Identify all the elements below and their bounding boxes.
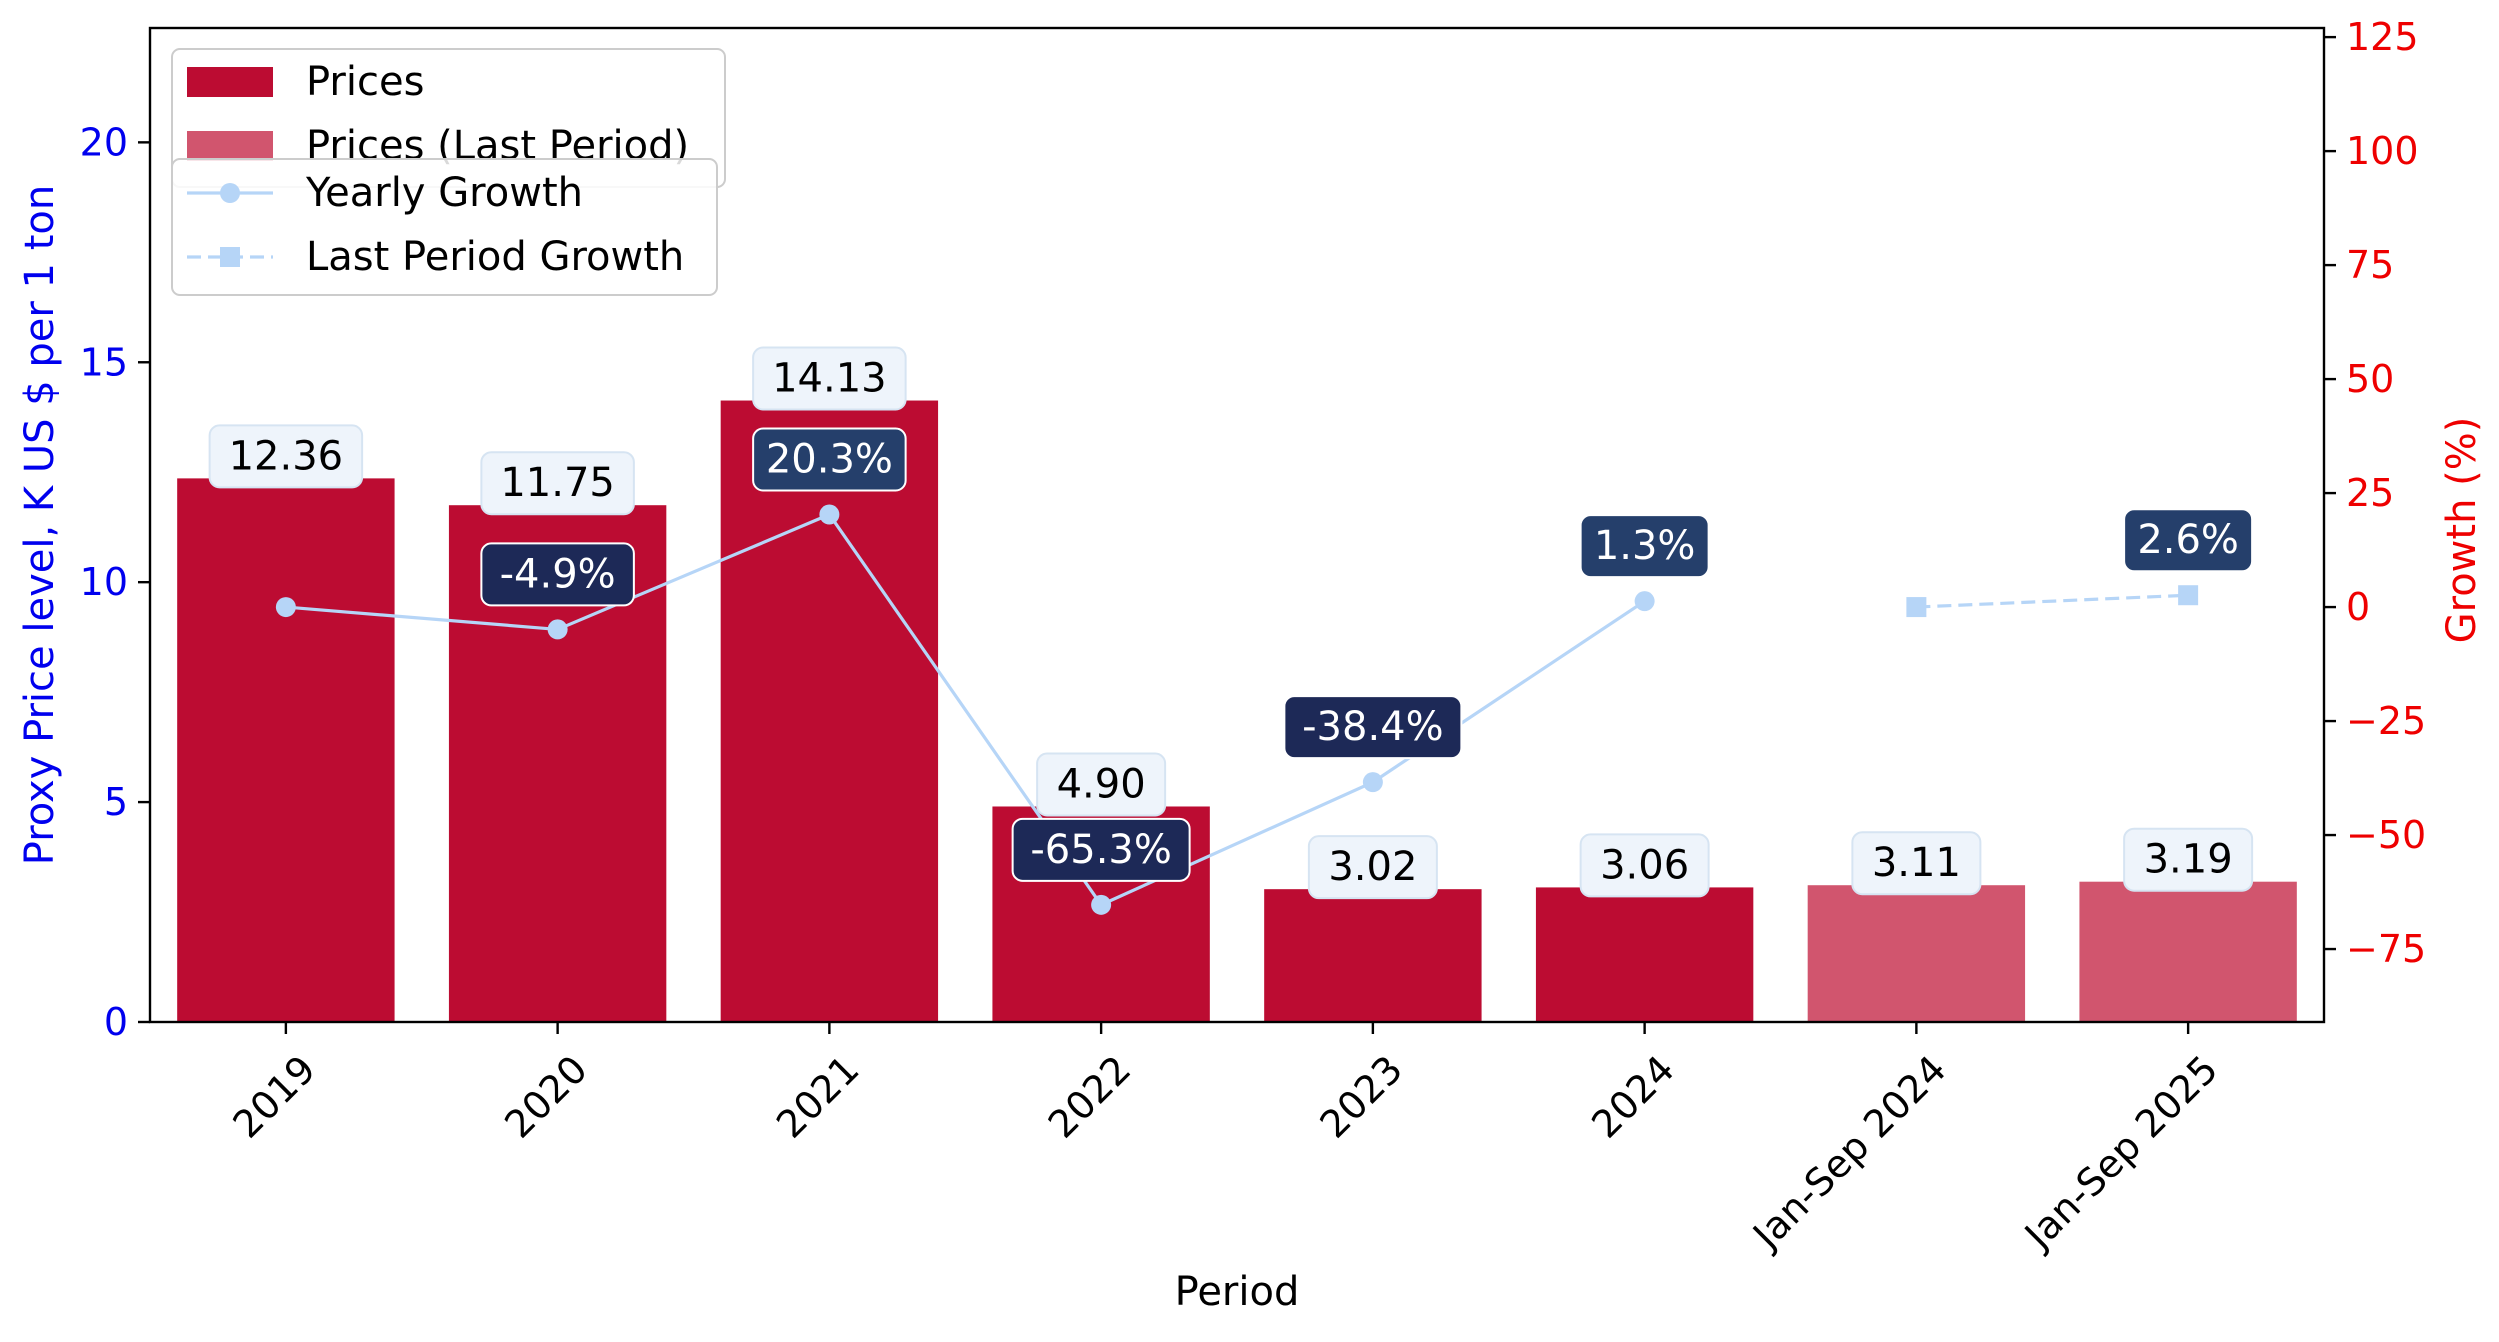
value-label-2022: 4.90 <box>1036 752 1167 817</box>
bar-prices-2023 <box>1264 889 1482 1022</box>
legend-label-yearly-growth: Yearly Growth <box>305 170 583 216</box>
value-label-2022-box <box>1036 752 1167 817</box>
bar-prices-2019 <box>177 478 395 1022</box>
bar-prices-last-period-jan-sep-2025 <box>2079 881 2297 1022</box>
y2-tick-label-0: −75 <box>2346 927 2426 971</box>
legend-label-prices: Prices <box>306 59 424 105</box>
growth-label-2023-text: -38.4% <box>1302 704 1444 750</box>
value-label-jan-sep-2024-text: 3.11 <box>1872 840 1961 886</box>
x-tick-label-2023: 2023 <box>1312 1047 1412 1147</box>
growth-label-2024: 1.3% <box>1579 514 1710 579</box>
y2-tick-label-2: −25 <box>2346 699 2426 743</box>
y2-tick-label-1: −50 <box>2346 813 2426 857</box>
growth-label-2020-box <box>480 542 635 607</box>
value-label-jan-sep-2024-box <box>1851 831 1982 896</box>
value-label-jan-sep-2025: 3.19 <box>2123 827 2254 892</box>
marker-yearly-growth-2024 <box>1634 591 1655 612</box>
y2-tick-label-8: 125 <box>2346 15 2419 59</box>
growth-label-2023-box <box>1283 695 1463 760</box>
x-tick-label-jan-sep-2025: Jan-Sep 2025 <box>2015 1047 2226 1258</box>
value-label-2024-box <box>1579 833 1710 898</box>
growth-label-2024-text: 1.3% <box>1594 523 1696 569</box>
legend-lines-frame <box>171 158 718 296</box>
growth-label-2023: -38.4% <box>1283 695 1463 760</box>
x-tick-label-2024: 2024 <box>1583 1047 1683 1147</box>
marker-last-period-growth-jan-sep-2024 <box>1906 597 1927 618</box>
y-tick-label-5: 5 <box>104 780 128 824</box>
value-label-2019-box <box>208 424 364 489</box>
x-tick-label-jan-sep-2024: Jan-Sep 2024 <box>1743 1047 1954 1258</box>
x-tick-label-2019: 2019 <box>225 1047 325 1147</box>
growth-label-2021: 20.3% <box>752 427 907 492</box>
value-label-jan-sep-2025-text: 3.19 <box>2144 837 2233 883</box>
marker-yearly-growth-2019 <box>275 597 296 618</box>
growth-label-2024-box <box>1579 514 1710 579</box>
value-label-2024: 3.06 <box>1579 833 1710 898</box>
y-axis-title: Proxy Price level, K US $ per 1 ton <box>17 185 63 865</box>
marker-last-period-growth-jan-sep-2025 <box>2178 585 2199 606</box>
value-label-jan-sep-2025-box <box>2123 827 2254 892</box>
y2-tick-label-5: 50 <box>2346 357 2394 401</box>
y2-tick-label-6: 75 <box>2346 243 2394 287</box>
legend-label-last-period-growth: Last Period Growth <box>306 234 684 280</box>
growth-label-2022: -65.3% <box>1011 817 1191 882</box>
legend-marker-yearly-growth <box>220 183 240 203</box>
growth-label-2020: -4.9% <box>480 542 635 607</box>
legend-swatch-prices-last-period <box>187 131 273 161</box>
y2-axis-title: Growth (%) <box>2439 417 2485 644</box>
plot-frame <box>148 26 2326 1024</box>
value-label-2022-text: 4.90 <box>1057 761 1146 807</box>
labels-layer: 12.36 11.75 14.13 4.90 3.02 3.06 3.11 3.19 -4.9%… <box>208 346 2254 900</box>
bar-prices-2024 <box>1535 887 1754 1022</box>
value-label-2024-text: 3.06 <box>1600 842 1689 888</box>
y2-tick-label-4: 25 <box>2346 471 2394 515</box>
line-last-period-growth <box>1916 593 2189 609</box>
value-label-2020-text: 11.75 <box>500 460 615 506</box>
value-label-2021-box <box>752 346 907 411</box>
value-label-2023-box <box>1307 835 1438 900</box>
value-label-2023-text: 3.02 <box>1328 844 1417 890</box>
y2-tick-label-7: 100 <box>2346 129 2419 173</box>
y-tick-label-10: 10 <box>80 560 128 604</box>
y-tick-label-20: 20 <box>80 120 128 164</box>
x-tick-label-2022: 2022 <box>1040 1047 1140 1147</box>
growth-label-jan-sep-2025-box <box>2123 508 2254 573</box>
growth-label-2021-box <box>752 427 907 492</box>
legend-marker-last-period-growth <box>220 247 240 267</box>
growth-label-2022-box <box>1011 817 1191 882</box>
value-label-2020: 11.75 <box>480 451 635 516</box>
growth-label-2021-text: 20.3% <box>766 437 893 483</box>
value-label-2021-text: 14.13 <box>772 356 887 402</box>
marker-yearly-growth-2022 <box>1091 894 1112 915</box>
value-label-2019-text: 12.36 <box>229 433 344 479</box>
value-label-2020-box <box>480 451 635 516</box>
value-label-jan-sep-2024: 3.11 <box>1851 831 1982 896</box>
value-label-2019: 12.36 <box>208 424 364 489</box>
growth-label-2020-text: -4.9% <box>500 551 616 597</box>
y-tick-label-0: 0 <box>104 1000 128 1044</box>
y-tick-label-15: 15 <box>80 340 128 384</box>
x-axis-title: Period <box>1175 1269 1300 1315</box>
growth-label-jan-sep-2025: 2.6% <box>2123 508 2254 573</box>
bar-prices-last-period-jan-sep-2024 <box>1807 885 2026 1022</box>
legend-swatch-prices <box>187 67 273 97</box>
marker-yearly-growth-2021 <box>819 504 840 525</box>
value-label-2023: 3.02 <box>1307 835 1438 900</box>
x-tick-label-2020: 2020 <box>496 1047 596 1147</box>
growth-label-jan-sep-2025-text: 2.6% <box>2137 517 2239 563</box>
x-tick-label-2021: 2021 <box>768 1047 868 1147</box>
growth-label-2022-text: -65.3% <box>1030 827 1172 873</box>
marker-yearly-growth-2020 <box>547 619 568 640</box>
marker-yearly-growth-2023 <box>1362 772 1383 793</box>
value-label-2021: 14.13 <box>752 346 907 411</box>
y2-tick-label-3: 0 <box>2346 585 2370 629</box>
bar-prices-2021 <box>720 400 939 1022</box>
